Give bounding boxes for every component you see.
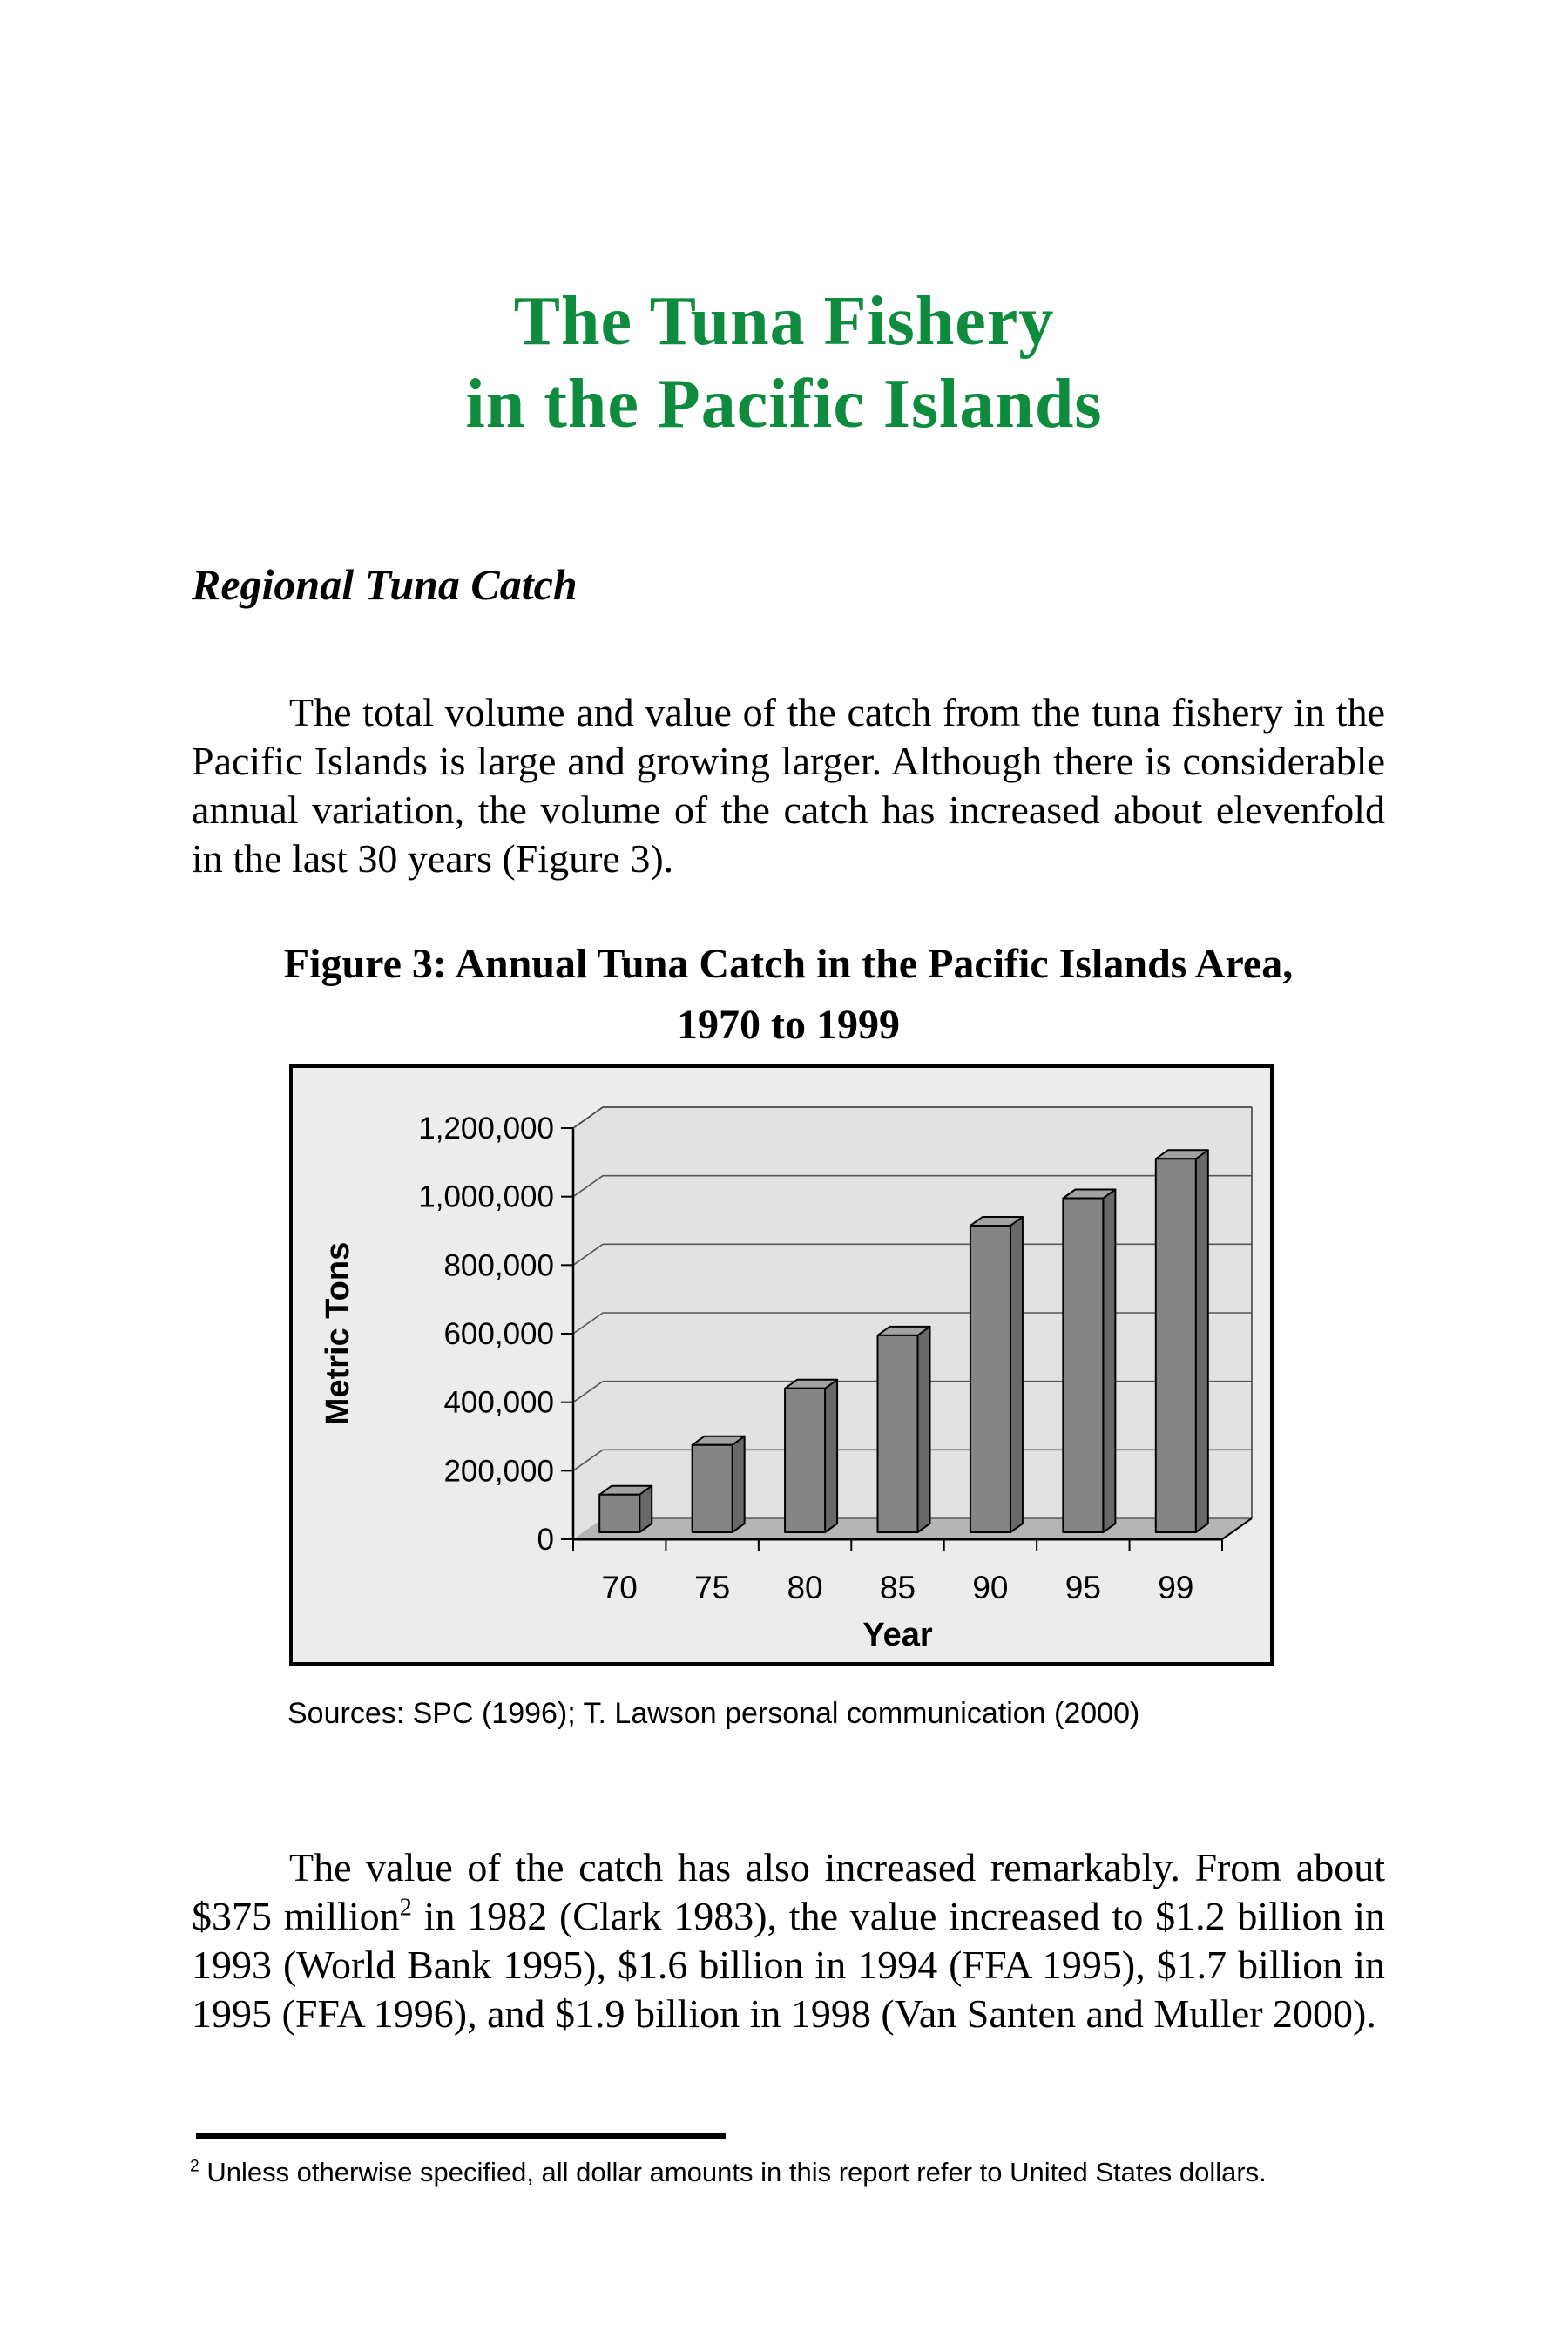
x-tick-label-90: 90 <box>972 1570 1008 1605</box>
y-tick-label-200000: 200,000 <box>443 1454 554 1488</box>
gridline-connector-400000 <box>572 1381 604 1403</box>
y-tick-label-400000: 400,000 <box>443 1386 554 1420</box>
footnote-text: Unless otherwise specified, all dollar a… <box>206 2157 1267 2187</box>
bar-side-99 <box>1194 1149 1209 1533</box>
gridline-connector-200000 <box>572 1449 604 1471</box>
x-tick-label-95: 95 <box>1065 1570 1101 1605</box>
figure3-3d-bar-chart: 0 200,000 400,000 600,000 800,000 1,000,000 1,… <box>320 1106 1253 1653</box>
y-tick-label-600000: 600,000 <box>443 1317 554 1351</box>
footnote-marker: 2 <box>190 2157 199 2176</box>
paragraph-regional-tuna-catch: The total volume and value of the catch … <box>192 688 1385 883</box>
figure3-caption-line1: Figure 3: Annual Tuna Catch in the Pacif… <box>283 941 1294 987</box>
y-tick-label-1000000: 1,000,000 <box>418 1180 554 1214</box>
section-heading: Regional Tuna Catch <box>192 560 578 609</box>
page-title-line1: The Tuna Fishery <box>513 283 1055 360</box>
bar-side-90 <box>1009 1215 1024 1533</box>
y-tick-label-1200000: 1,200,000 <box>418 1112 554 1146</box>
bar-80 <box>784 1387 827 1533</box>
bar-85 <box>876 1334 919 1534</box>
gridline-connector-1000000 <box>572 1175 604 1198</box>
page-title: The Tuna Fishery in the Pacific Islands <box>0 280 1568 446</box>
x-tick-label-99: 99 <box>1158 1570 1193 1605</box>
paragraph2-before-sup: The value of the catch has also increase… <box>192 1845 1385 1938</box>
paragraph2-after-sup: in 1982 (Clark 1983), the value increase… <box>192 1894 1385 2036</box>
x-tick-label-70: 70 <box>602 1570 638 1605</box>
figure3-caption-line2: 1970 to 1999 <box>677 1002 900 1048</box>
page-title-line2: in the Pacific Islands <box>465 366 1103 443</box>
y-axis-title: Metric Tons <box>320 1242 356 1425</box>
paragraph1-text: The total volume and value of the catch … <box>192 690 1385 881</box>
figure3-sources: Sources: SPC (1996); T. Lawson personal … <box>287 1697 1140 1730</box>
figure3-caption: Figure 3: Annual Tuna Catch in the Pacif… <box>192 934 1385 1056</box>
gridline-connector-600000 <box>572 1312 604 1335</box>
bar-99 <box>1154 1158 1197 1534</box>
floor-right-edge <box>1221 1517 1253 1540</box>
bar-75 <box>691 1443 733 1534</box>
bar-side-75 <box>731 1435 746 1533</box>
bar-side-80 <box>824 1378 839 1533</box>
bar-70 <box>598 1493 641 1534</box>
x-tick-label-75: 75 <box>694 1570 730 1605</box>
y-tick-label-0: 0 <box>537 1523 554 1557</box>
left-wall-top-edge <box>572 1106 604 1129</box>
paragraph-catch-value: The value of the catch has also increase… <box>192 1843 1385 2038</box>
x-axis-title: Year <box>862 1617 933 1653</box>
footnote: 2 Unless otherwise specified, all dollar… <box>190 2155 1401 2190</box>
x-tick-label-85: 85 <box>880 1570 916 1605</box>
bar-side-85 <box>916 1325 931 1533</box>
footnote-reference-marker: 2 <box>399 1894 412 1922</box>
y-tick-label-800000: 800,000 <box>443 1248 554 1282</box>
bar-90 <box>969 1224 1011 1533</box>
bar-95 <box>1062 1197 1105 1533</box>
gridline-connector-800000 <box>572 1243 604 1266</box>
figure3-chart-frame: 0 200,000 400,000 600,000 800,000 1,000,000 1,… <box>289 1064 1274 1666</box>
x-tick-label-80: 80 <box>787 1570 822 1605</box>
footnote-separator-rule <box>196 2133 726 2139</box>
bar-side-95 <box>1102 1188 1117 1533</box>
